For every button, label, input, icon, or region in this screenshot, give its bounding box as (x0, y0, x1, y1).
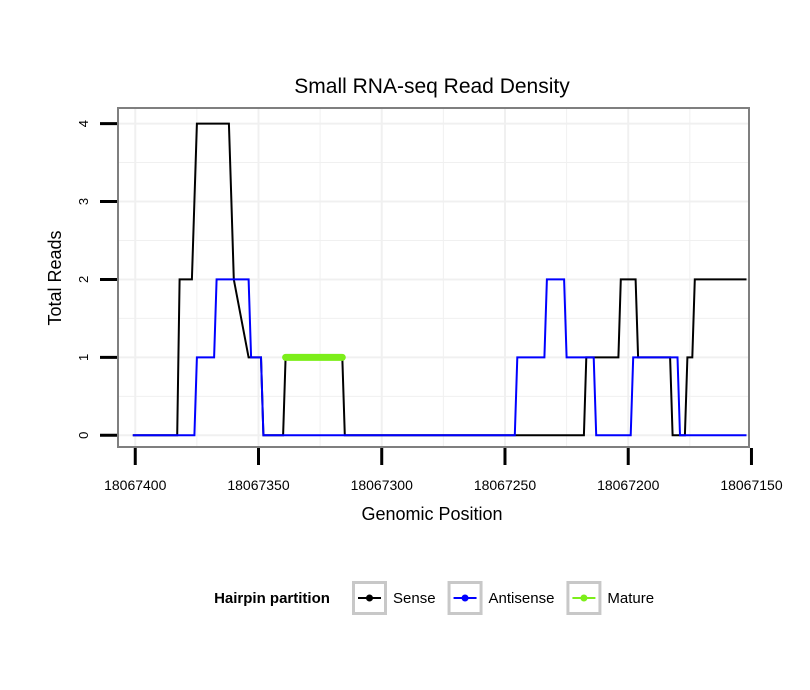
y-tick-label: 2 (76, 276, 91, 283)
y-tick-label: 3 (76, 198, 91, 205)
data-series (132, 122, 747, 437)
grid-lines (119, 109, 748, 446)
x-tick-label: 18067200 (597, 477, 660, 493)
legend-entries: Sense Antisense Mature (352, 581, 654, 615)
legend-label: Sense (393, 590, 436, 607)
legend-key-point (461, 594, 469, 602)
x-tick-label: 18067250 (474, 477, 537, 493)
x-tick-label: 18067150 (720, 477, 783, 493)
x-axis-label: Genomic Position (361, 504, 502, 524)
legend-label: Antisense (489, 590, 555, 607)
series-line-antisense (132, 278, 747, 437)
legend-item-antisense: Antisense (447, 581, 555, 615)
x-tick-label: 18067400 (104, 477, 167, 493)
chart-title: Small RNA-seq Read Density (294, 75, 570, 98)
legend-key-point (580, 594, 588, 602)
y-tick-label: 4 (76, 120, 91, 127)
legend-item-mature: Mature (566, 581, 654, 615)
legend-item-sense: Sense (352, 581, 436, 615)
x-axis-ticks: 18067400 18067350 18067300 18067250 18067200… (104, 448, 783, 493)
y-tick-label: 1 (76, 354, 91, 361)
y-tick-label: 0 (76, 432, 91, 439)
y-axis-ticks: 0 1 2 3 4 (76, 120, 117, 439)
x-tick-label: 18067350 (227, 477, 290, 493)
legend: Hairpin partition Sense Antisense Mature (214, 581, 654, 615)
plot-panel (117, 107, 750, 448)
y-axis-label: Total Reads (45, 230, 65, 325)
legend-title: Hairpin partition (214, 590, 330, 607)
series-line-sense (132, 122, 747, 437)
legend-label: Mature (607, 590, 654, 607)
legend-key-point (366, 594, 373, 602)
x-tick-label: 18067300 (351, 477, 414, 493)
